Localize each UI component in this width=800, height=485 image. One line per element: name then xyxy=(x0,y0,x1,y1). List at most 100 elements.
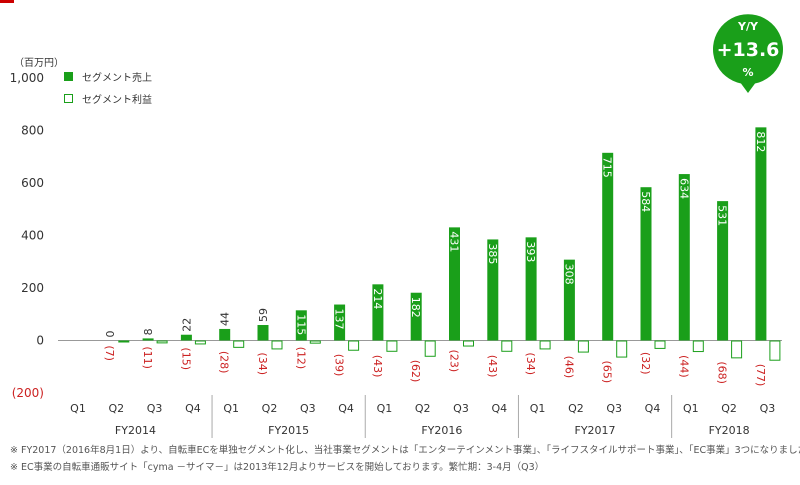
profit-bar xyxy=(501,340,513,352)
profit-value-label: (77) xyxy=(754,364,767,387)
sales-value-label: 393 xyxy=(524,241,537,262)
profit-value-label: (7) xyxy=(103,345,116,361)
legend: セグメント売上 セグメント利益 xyxy=(64,71,152,106)
profit-bar xyxy=(769,340,781,361)
profit-value-label: (44) xyxy=(677,355,690,378)
profit-value-label: (43) xyxy=(486,355,499,378)
profit-value-label: (28) xyxy=(218,351,231,374)
sales-bar xyxy=(219,328,231,341)
x-axis: Q1 Q2 Q3 Q4 Q1 Q2 Q3 Q4 Q1 Q2 Q3 Q4 Q1 Q2 Q3 Q4 Q1 Q2 Q3 FY… xyxy=(70,395,775,438)
profit-value-label: (34) xyxy=(256,352,269,375)
bar-labels: 0 (7) 8 (11) 22 (15) 44 (28) 59 (34) 115 (12) 137 (39… xyxy=(103,131,767,386)
sales-bar xyxy=(295,310,307,341)
profit-value-label: (34) xyxy=(524,352,537,375)
sales-value-label: 308 xyxy=(562,264,575,285)
sales-value-label: 44 xyxy=(219,312,232,326)
profit-bar xyxy=(309,340,321,344)
top-accent-mark xyxy=(0,0,14,3)
x-tick-label: Q1 xyxy=(530,402,546,415)
y-tick-label: 0 xyxy=(36,334,44,348)
sales-value-label: 812 xyxy=(754,131,767,152)
profit-bar xyxy=(539,340,551,350)
legend-label-profit: セグメント利益 xyxy=(82,93,152,106)
sales-bar xyxy=(372,284,384,341)
profit-bar xyxy=(424,340,436,357)
badge-value: +13.6 xyxy=(717,39,780,61)
profit-bar xyxy=(692,340,704,353)
profit-value-label: (68) xyxy=(716,361,729,384)
x-tick-label: Q4 xyxy=(645,402,661,415)
x-tick-label: Q2 xyxy=(721,402,737,415)
profit-bar xyxy=(577,340,589,353)
legend-swatch-profit xyxy=(64,94,73,103)
sales-value-label: 182 xyxy=(409,297,422,318)
fiscal-year-label: FY2018 xyxy=(709,424,750,437)
sales-bar xyxy=(257,325,269,341)
x-tick-label: Q4 xyxy=(185,402,201,415)
sales-bar xyxy=(755,127,767,341)
y-tick-label: 800 xyxy=(21,124,44,138)
x-tick-label: Q3 xyxy=(300,402,316,415)
fiscal-year-label: FY2014 xyxy=(115,424,156,437)
x-tick-label: Q2 xyxy=(415,402,431,415)
x-tick-label: Q4 xyxy=(491,402,507,415)
profit-value-label: (62) xyxy=(409,360,422,383)
sales-bar xyxy=(410,292,422,341)
x-tick-label: Q1 xyxy=(70,402,86,415)
profit-bar xyxy=(654,340,666,349)
profit-value-label: (12) xyxy=(294,347,307,370)
x-tick-label: Q2 xyxy=(108,402,124,415)
x-tick-label: Q3 xyxy=(606,402,622,415)
sales-value-label: 22 xyxy=(180,318,193,332)
sales-bar xyxy=(678,174,690,341)
sales-value-label: 214 xyxy=(371,288,384,309)
x-tick-label: Q3 xyxy=(760,402,776,415)
sales-bar xyxy=(525,237,537,341)
profit-bar xyxy=(271,340,283,350)
profit-bar xyxy=(731,340,743,359)
sales-value-label: 115 xyxy=(294,314,307,335)
x-tick-label: Q1 xyxy=(223,402,239,415)
sales-value-label: 137 xyxy=(333,309,346,330)
sales-bar xyxy=(180,334,192,341)
sales-bar xyxy=(602,152,614,341)
sales-bar xyxy=(640,187,652,341)
y-tick-label: 200 xyxy=(21,281,44,295)
sales-value-label: 431 xyxy=(448,231,461,252)
y-tick-label: (200) xyxy=(12,386,44,400)
profit-value-label: (43) xyxy=(371,355,384,378)
y-axis: 1,000 800 600 400 200 0 (200) xyxy=(10,71,44,400)
profit-bar xyxy=(118,340,130,343)
x-tick-label: Q1 xyxy=(683,402,699,415)
profit-value-label: (11) xyxy=(141,346,154,369)
legend-label-sales: セグメント売上 xyxy=(82,71,152,84)
footnote-2: ※ EC事業の自転車通販サイト「cyma －サイマ－」は2013年12月よりサー… xyxy=(10,462,545,473)
y-tick-label: 1,000 xyxy=(10,71,44,85)
profit-bar xyxy=(194,340,206,345)
y-tick-label: 600 xyxy=(21,176,44,190)
fiscal-year-label: FY2015 xyxy=(268,424,309,437)
x-tick-label: Q2 xyxy=(262,402,278,415)
fiscal-year-label: FY2017 xyxy=(575,424,616,437)
profit-value-label: (32) xyxy=(639,352,652,375)
sales-bar xyxy=(487,239,499,341)
x-tick-label: Q2 xyxy=(568,402,584,415)
sales-value-label: 715 xyxy=(601,157,614,178)
profit-value-label: (46) xyxy=(562,356,575,379)
y-axis-unit-label: （百万円） xyxy=(14,57,64,69)
profit-value-label: (65) xyxy=(601,361,614,384)
sales-bar xyxy=(142,338,154,341)
x-tick-label: Q3 xyxy=(147,402,163,415)
profit-bar xyxy=(233,340,245,348)
sales-value-label: 584 xyxy=(639,191,652,212)
bars xyxy=(118,127,781,361)
sales-value-label: 531 xyxy=(716,205,729,226)
yoy-badge: Y/Y +13.6 % xyxy=(713,14,783,93)
sales-bar xyxy=(563,259,575,341)
sales-value-label: 8 xyxy=(142,328,155,335)
y-tick-label: 400 xyxy=(21,229,44,243)
profit-bar xyxy=(463,340,474,347)
sales-value-label: 385 xyxy=(486,243,499,264)
sales-bar xyxy=(449,227,460,341)
